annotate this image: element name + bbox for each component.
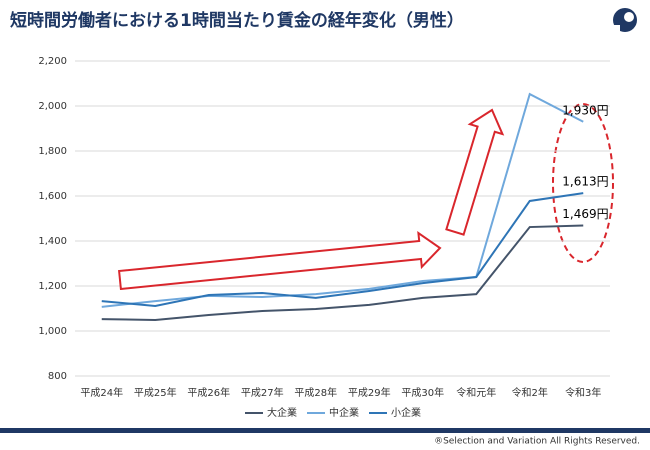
x-tick-label: 平成30年 xyxy=(401,386,444,399)
trend-arrow xyxy=(118,231,442,291)
y-tick-label: 1,200 xyxy=(38,281,67,292)
y-tick-label: 800 xyxy=(48,371,67,382)
trend-arrow xyxy=(445,108,505,236)
legend-label: 小企業 xyxy=(391,406,421,419)
value-label: 1,613円 xyxy=(562,175,608,189)
y-tick-label: 2,000 xyxy=(38,101,67,112)
logo xyxy=(611,8,637,34)
series-line xyxy=(101,92,584,308)
x-tick-label: 平成24年 xyxy=(80,386,123,399)
legend-label: 大企業 xyxy=(267,406,297,419)
legend-label: 中企業 xyxy=(329,406,359,419)
series-line xyxy=(101,224,584,321)
x-tick-label: 令和元年 xyxy=(456,386,496,399)
x-tick-label: 平成28年 xyxy=(294,386,337,399)
footer: ®Selection and Variation All Rights Rese… xyxy=(434,437,640,447)
x-tick-label: 平成27年 xyxy=(241,386,284,399)
value-label: 1,469円 xyxy=(562,207,608,221)
value-label: 1,930円 xyxy=(562,103,608,117)
y-tick-label: 1,000 xyxy=(38,326,67,337)
y-tick-label: 1,400 xyxy=(38,236,67,247)
x-tick-label: 平成29年 xyxy=(348,386,391,399)
x-tick-label: 令和2年 xyxy=(512,386,548,399)
series-line xyxy=(101,192,584,308)
x-tick-label: 平成25年 xyxy=(134,386,177,399)
x-tick-label: 平成26年 xyxy=(187,386,230,399)
y-tick-label: 2,200 xyxy=(38,56,67,67)
x-tick-label: 令和3年 xyxy=(565,386,601,399)
y-tick-label: 1,600 xyxy=(38,191,67,202)
y-tick-label: 1,800 xyxy=(38,146,67,157)
footer-bar xyxy=(0,428,650,433)
chart-title: 短時間労働者における1時間当たり賃金の経年変化（男性） xyxy=(10,10,464,31)
highlight-ellipse xyxy=(552,103,614,263)
